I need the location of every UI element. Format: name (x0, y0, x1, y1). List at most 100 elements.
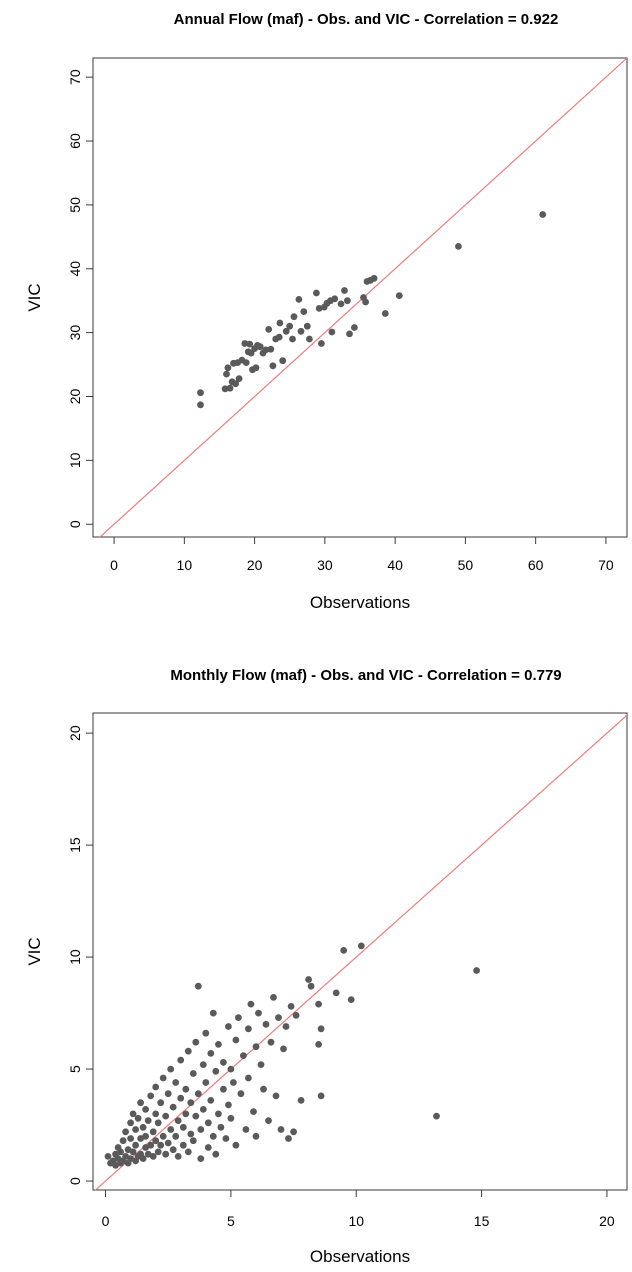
data-point (252, 1043, 260, 1051)
y-tick-label: 60 (67, 133, 83, 149)
data-point (331, 295, 339, 303)
data-point (157, 1099, 165, 1107)
data-point (237, 1090, 245, 1098)
data-point (127, 1119, 134, 1127)
data-point (340, 947, 348, 954)
x-tick-label: 40 (387, 557, 403, 573)
data-point (297, 327, 305, 335)
data-point (207, 1097, 215, 1104)
data-point (117, 1148, 124, 1156)
data-point (137, 1099, 145, 1107)
data-point (224, 364, 232, 372)
data-point (199, 1106, 207, 1113)
data-point (242, 1126, 250, 1133)
data-point (362, 298, 369, 306)
data-point (255, 1009, 262, 1017)
data-point (187, 1130, 195, 1138)
data-point (232, 380, 240, 388)
data-point (225, 1023, 232, 1030)
y-tick-label: 0 (67, 520, 83, 528)
y-tick-label: 70 (67, 69, 83, 85)
data-point (315, 1041, 322, 1048)
data-point (381, 310, 389, 317)
data-point (189, 1070, 197, 1077)
data-point (129, 1110, 137, 1118)
data-point (305, 976, 312, 983)
data-point (169, 1103, 177, 1111)
data-point (347, 996, 355, 1003)
data-point (337, 300, 345, 308)
data-point (132, 1126, 140, 1133)
data-point (473, 967, 480, 974)
x-tick-label: 20 (247, 557, 263, 573)
data-point (265, 1117, 272, 1124)
data-point (265, 326, 273, 333)
data-point (267, 345, 275, 353)
data-point (306, 335, 313, 343)
data-point (341, 287, 348, 294)
data-point (257, 1061, 265, 1068)
data-point (295, 296, 303, 303)
data-point (246, 340, 254, 348)
data-point (147, 1141, 155, 1149)
data-point (220, 1085, 227, 1093)
data-point (142, 1106, 150, 1113)
data-point (292, 1011, 300, 1019)
data-point (167, 1065, 175, 1073)
data-point (154, 1148, 162, 1156)
chart-2: Monthly Flow (maf) - Obs. and VIC - Corr… (25, 667, 628, 1266)
data-point (227, 1114, 235, 1122)
data-point (252, 364, 260, 372)
data-point (226, 384, 234, 392)
data-point (207, 1050, 215, 1057)
data-point (277, 1126, 285, 1133)
chart-title: Annual Flow (maf) - Obs. and VIC - Corre… (174, 11, 559, 28)
data-point (270, 994, 277, 1001)
data-point (245, 1074, 252, 1082)
data-point (197, 401, 204, 409)
x-tick-label: 30 (317, 557, 333, 573)
data-point (315, 1000, 322, 1008)
data-point (152, 1083, 160, 1091)
x-tick-label: 60 (528, 557, 544, 573)
data-point (317, 1092, 325, 1100)
data-point (217, 1123, 225, 1131)
data-point (197, 389, 204, 397)
data-point (192, 1112, 200, 1120)
data-point (212, 1150, 220, 1158)
data-point (154, 1119, 162, 1127)
data-point (290, 313, 298, 321)
data-point (202, 1029, 210, 1037)
data-point (144, 1117, 152, 1124)
data-point (204, 1144, 212, 1151)
x-tick-label: 10 (177, 557, 193, 573)
data-point (317, 1025, 325, 1033)
data-point (159, 1074, 167, 1082)
x-tick-label: 50 (458, 557, 474, 573)
data-point (127, 1135, 134, 1142)
x-axis-title: Observations (310, 1247, 410, 1266)
y-tick-label: 40 (67, 261, 83, 277)
data-point (212, 1067, 220, 1075)
y-axis-title: VIC (25, 937, 44, 965)
data-point (187, 1099, 195, 1107)
points-group (197, 211, 547, 409)
data-point (245, 1025, 252, 1033)
data-point (280, 1045, 287, 1053)
data-point (192, 1038, 200, 1046)
data-point (328, 328, 336, 336)
data-point (179, 1141, 187, 1149)
x-tick-label: 0 (102, 1213, 110, 1229)
x-tick-label: 70 (598, 557, 614, 573)
data-point (209, 1009, 217, 1017)
data-point (287, 1003, 295, 1010)
data-point (290, 1128, 297, 1136)
data-point (177, 1056, 185, 1064)
data-point (262, 1020, 270, 1028)
data-point (132, 1141, 140, 1149)
chart-1: Annual Flow (maf) - Obs. and VIC - Corre… (25, 11, 628, 612)
data-point (152, 1137, 160, 1145)
data-point (256, 343, 264, 351)
data-point (276, 319, 284, 327)
data-point (129, 1148, 137, 1156)
